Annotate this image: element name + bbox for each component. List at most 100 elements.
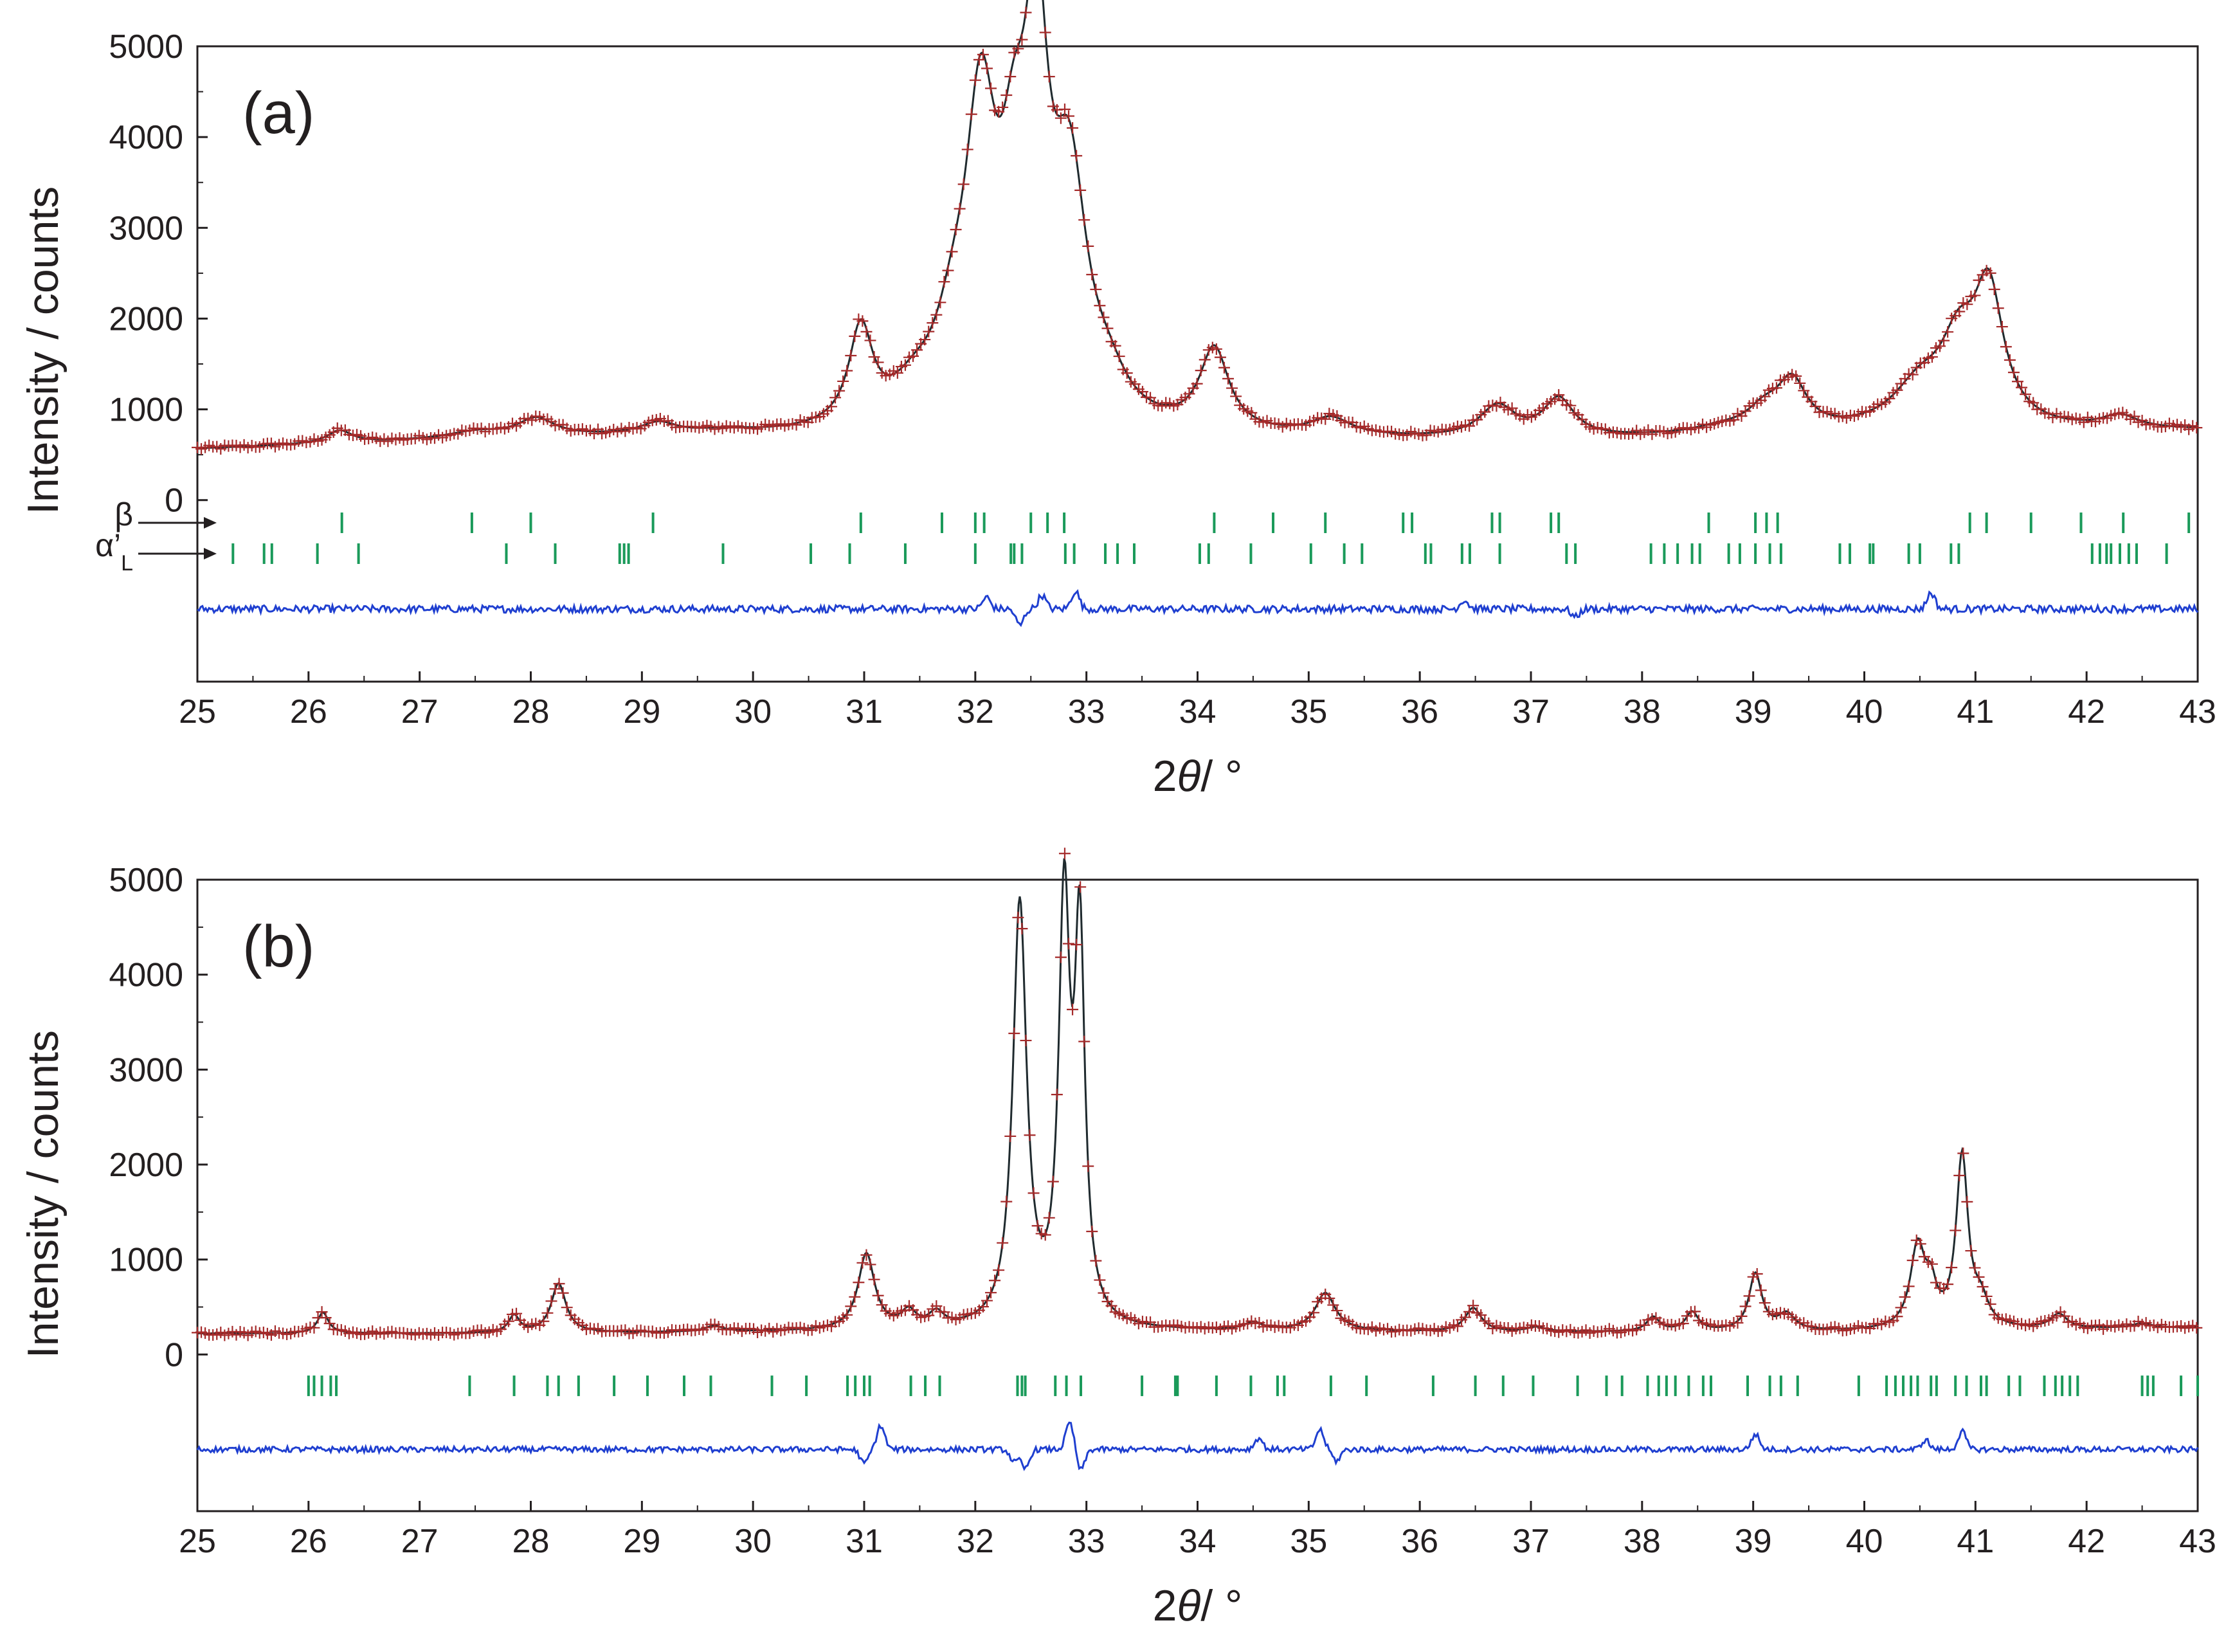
observed-point: [1759, 1297, 1771, 1309]
observed-point: [1996, 321, 2008, 333]
observed-point: [1564, 399, 1577, 412]
observed-point: [1957, 1147, 1969, 1159]
y-tick-label: 1000: [109, 392, 183, 429]
observed-point: [864, 1258, 876, 1271]
observed-point: [1755, 1284, 1767, 1296]
x-tick-label: 43: [2179, 1523, 2216, 1560]
observed-point: [2020, 388, 2032, 401]
observed-point: [837, 375, 849, 387]
panel-b: 25 26 27 28 29 30 31 32 33 34 35 36 37 38 39 40 41 42 43 0 1…: [19, 848, 2216, 1630]
x-tick-label: 40: [1846, 693, 1883, 731]
x-tick-label: 28: [512, 693, 550, 731]
x-tick-label: 27: [401, 693, 439, 731]
observed-point: [1739, 1300, 1751, 1312]
x-axis-label-theta: θ: [1177, 1581, 1200, 1630]
observed-point: [1735, 1310, 1748, 1322]
phase-subscript: L: [121, 551, 133, 576]
x-tick-label: 25: [179, 693, 216, 731]
observed-point: [1058, 848, 1071, 860]
observed-point: [1759, 390, 1771, 403]
bragg-tick-row: [307, 1375, 2199, 1397]
y-tick-label: 0: [165, 1336, 183, 1374]
observed-point: [923, 325, 935, 338]
x-tick-label: 28: [512, 1523, 550, 1560]
observed-point: [845, 349, 857, 361]
observed-point: [1145, 392, 1157, 404]
observed-point: [1903, 1280, 1915, 1293]
observed-point: [1067, 1003, 1079, 1015]
observed-point: [1969, 289, 1981, 302]
observed-point: [1984, 267, 1996, 279]
x-tick-label: 30: [734, 1523, 772, 1560]
observed-point: [985, 1287, 997, 1299]
observed-point: [1794, 377, 1806, 389]
x-tick-label: 38: [1624, 1523, 1661, 1560]
observed-point: [557, 1287, 569, 1299]
observed-point: [1984, 1298, 1996, 1311]
y-tick-label: 5000: [109, 862, 183, 899]
x-tick-label: 40: [1846, 1523, 1883, 1560]
observed-point: [1195, 365, 1207, 377]
observed-point: [977, 48, 989, 60]
panel-label: (a): [242, 80, 314, 146]
observed-point: [1245, 406, 1258, 419]
observed-point: [1063, 110, 1075, 122]
observed-point: [891, 367, 903, 379]
phase-name: β: [114, 496, 133, 532]
observed-point: [864, 334, 876, 347]
observed-point: [911, 344, 923, 356]
observed-point: [856, 1257, 869, 1269]
observed-point: [919, 334, 931, 346]
y-tick-label: 3000: [109, 210, 183, 247]
observed-point: [1063, 938, 1075, 950]
observed-point: [1047, 1175, 1059, 1188]
observed-point: [1098, 311, 1110, 323]
observed-point: [1074, 881, 1087, 893]
observed-point: [1090, 284, 1102, 296]
observed-point: [1094, 1274, 1106, 1286]
observed-point: [946, 246, 958, 258]
x-tick-label: 42: [2068, 693, 2105, 731]
observed-point: [1798, 385, 1810, 397]
observed-point: [1883, 392, 1896, 404]
observed-point: [1906, 1254, 1919, 1266]
observed-point: [942, 264, 954, 277]
observed-point: [1121, 367, 1133, 379]
observed-point: [938, 1306, 950, 1318]
y-tick-label: 2000: [109, 300, 183, 338]
observed-point: [1226, 382, 1238, 394]
observed-point: [938, 276, 950, 288]
observed-point: [1000, 89, 1013, 102]
observed-point: [989, 1275, 1001, 1287]
observed-point: [1230, 390, 1242, 403]
observed-point: [930, 309, 943, 321]
observed-point: [1463, 1305, 1476, 1318]
observed-point: [1051, 1089, 1063, 1101]
x-axis-label-theta: θ: [1177, 752, 1200, 801]
observed-point: [1688, 1305, 1701, 1318]
observed-point: [1942, 1278, 1954, 1291]
observed-point: [1210, 343, 1222, 355]
observed-point: [981, 1294, 993, 1307]
observed-point: [907, 350, 919, 362]
observed-point: [1113, 350, 1125, 363]
observed-point: [1467, 1300, 1479, 1312]
observed-point: [997, 1237, 1009, 1249]
observed-point: [538, 1315, 550, 1327]
observed-point: [1728, 413, 1740, 426]
observed-point: [1078, 1035, 1090, 1048]
x-axis-label: 2θ/ °: [1153, 752, 1243, 801]
observed-point: [1004, 1130, 1017, 1142]
observed-point: [1067, 122, 1079, 134]
observed-point: [1969, 1262, 1981, 1274]
observed-point: [868, 1273, 880, 1285]
x-tick-label: 43: [2179, 693, 2216, 731]
x-tick-label: 39: [1735, 693, 1772, 731]
observed-point: [1899, 1291, 1911, 1303]
observed-point: [849, 330, 861, 342]
observed-point: [1809, 400, 1822, 412]
x-tick-label: 25: [179, 1523, 216, 1560]
panel-a: 25 26 27 28 29 30 31 32 33 34 35 36 37 38 39 40 41 42 43 0 1…: [19, 0, 2216, 801]
observed-point: [1016, 923, 1028, 935]
